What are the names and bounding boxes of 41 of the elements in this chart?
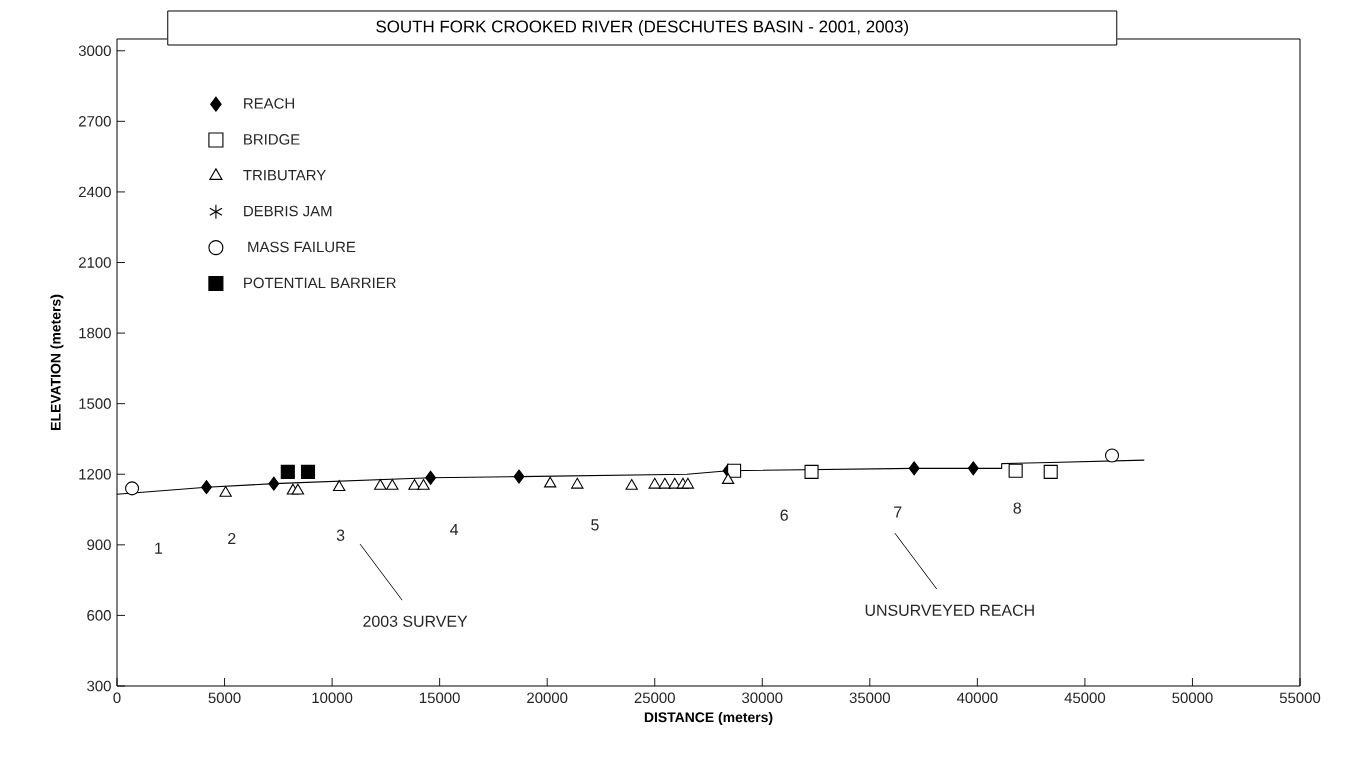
y-tick-label: 3000 — [78, 45, 111, 57]
x-tick-label: 20000 — [527, 692, 568, 704]
legend-label: POTENTIAL BARRIER — [244, 277, 396, 289]
x-tick-label: 35000 — [849, 692, 890, 704]
x-tick-label: 50000 — [1172, 692, 1213, 704]
chart-title: SOUTH FORK CROOKED RIVER (DESCHUTES BASIN - 2001, 2003) — [376, 20, 908, 36]
x-tick-label: 45000 — [1064, 692, 1106, 704]
legend-label: TRIBUTARY — [243, 170, 326, 181]
annotation: 3 — [336, 529, 345, 541]
y-tick-label: 2400 — [78, 186, 111, 198]
annotation: UNSURVEYED REACH — [865, 604, 1034, 616]
legend-label: DEBRIS JAM — [244, 205, 332, 217]
y-tick-label: 1200 — [79, 468, 111, 480]
x-tick-label: 0 — [113, 692, 121, 704]
y-tick-label: 1500 — [79, 398, 111, 409]
y-axis-title: ELEVATION (meters) — [50, 294, 64, 430]
x-axis-title: DISTANCE (meters) — [644, 711, 773, 725]
annotation: 2 — [228, 532, 236, 545]
y-tick-label: 900 — [87, 539, 111, 551]
x-tick-label: 40000 — [956, 692, 998, 704]
y-tick-label: 2700 — [78, 116, 111, 127]
annotation: 7 — [894, 506, 902, 518]
y-tick-label: 300 — [87, 680, 111, 692]
x-tick-label: 30000 — [742, 692, 783, 704]
x-tick-label: 5000 — [208, 692, 241, 704]
annotation: 8 — [1013, 502, 1022, 514]
x-tick-label: 15000 — [420, 692, 460, 704]
y-tick-label: 600 — [87, 610, 111, 621]
y-tick-label: 1800 — [79, 327, 111, 339]
x-tick-label: 10000 — [312, 692, 353, 704]
annotation: 1 — [155, 542, 163, 554]
annotation: 5 — [591, 519, 599, 531]
legend-label: MASS FAILURE — [248, 241, 356, 253]
annotation: 2003 SURVEY — [363, 615, 468, 627]
y-tick-label: 2100 — [78, 257, 111, 268]
annotation: 6 — [780, 509, 788, 521]
x-tick-label: 25000 — [634, 692, 675, 704]
annotation: 4 — [450, 523, 459, 535]
x-tick-label: 55000 — [1279, 692, 1321, 704]
legend-label: REACH — [244, 98, 294, 109]
legend-label: BRIDGE — [244, 134, 300, 145]
